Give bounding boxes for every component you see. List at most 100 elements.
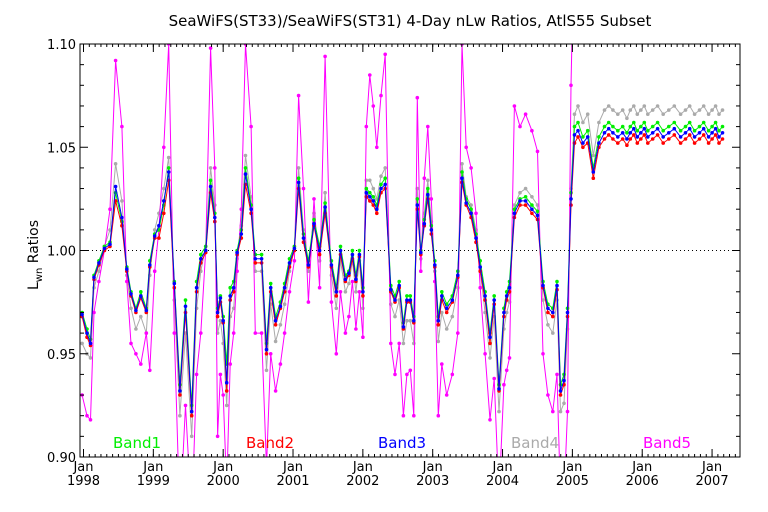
y-axis-label-L: L <box>26 282 42 290</box>
data-point-band3 <box>433 263 437 267</box>
data-point-band5 <box>287 290 292 294</box>
data-point-band3 <box>444 306 449 311</box>
data-point-band3 <box>450 298 455 302</box>
data-point-band3 <box>357 252 362 257</box>
series-band4 <box>80 104 725 439</box>
data-point-band5 <box>469 166 473 170</box>
data-point-band4 <box>343 290 348 294</box>
data-point-band5 <box>172 331 177 335</box>
data-point-band2 <box>551 314 555 319</box>
data-point-band5 <box>401 413 406 418</box>
series-band2 <box>80 133 725 418</box>
x-tick-month: Jan <box>352 460 373 475</box>
data-point-band2 <box>178 393 182 397</box>
data-point-band5 <box>555 372 559 377</box>
data-point-band2 <box>646 141 650 145</box>
data-point-band5 <box>265 466 269 470</box>
data-point-band4 <box>646 112 650 116</box>
data-point-band3 <box>323 205 327 209</box>
data-point-band4 <box>264 368 269 373</box>
data-point-band3 <box>364 190 369 195</box>
data-point-band2 <box>215 314 220 319</box>
data-point-band1 <box>597 135 601 139</box>
data-point-band3 <box>512 211 517 216</box>
data-point-band5 <box>426 124 430 129</box>
data-point-band3 <box>706 135 711 139</box>
data-point-band5 <box>569 83 573 88</box>
data-point-band4 <box>535 203 540 207</box>
data-point-band5 <box>312 197 316 201</box>
data-point-band3 <box>639 131 643 135</box>
data-point-band3 <box>208 184 213 189</box>
data-point-band3 <box>419 250 423 255</box>
data-point-band3 <box>504 294 509 298</box>
data-point-band3 <box>189 409 194 414</box>
data-point-band4 <box>273 339 278 344</box>
data-point-band3 <box>249 207 253 211</box>
data-point-band5 <box>507 356 512 360</box>
data-point-band3 <box>379 186 383 191</box>
data-point-band3 <box>259 257 264 261</box>
data-point-band3 <box>497 387 501 391</box>
data-point-band5 <box>450 372 455 377</box>
data-point-band5 <box>334 352 339 356</box>
data-point-band4 <box>426 178 430 183</box>
x-tick-month: Jan <box>492 460 513 475</box>
data-point-band5 <box>231 331 236 335</box>
data-point-band3 <box>354 277 358 282</box>
data-point-band3 <box>426 192 430 197</box>
x-tick-year: 1999 <box>137 474 170 489</box>
data-point-band5 <box>329 300 334 304</box>
data-point-band4 <box>88 356 93 360</box>
data-point-band3 <box>546 306 550 311</box>
data-point-band1 <box>710 124 714 129</box>
data-point-band5 <box>148 368 152 373</box>
data-point-band5 <box>412 413 416 418</box>
data-point-band4 <box>530 195 534 199</box>
data-point-band3 <box>606 126 611 131</box>
x-tick-year: 2002 <box>346 474 379 489</box>
data-point-band1 <box>460 170 464 174</box>
data-point-band4 <box>129 306 133 311</box>
data-point-band4 <box>650 108 655 112</box>
y-tick-label: 0.95 <box>47 348 76 363</box>
data-point-band3 <box>436 318 441 323</box>
data-point-band3 <box>235 250 239 255</box>
data-point-band4 <box>697 108 702 112</box>
data-point-band4 <box>278 323 283 327</box>
data-point-band4 <box>606 104 611 108</box>
data-point-band1 <box>625 131 629 135</box>
data-point-band4 <box>625 116 629 121</box>
data-point-band3 <box>129 292 133 296</box>
data-point-band4 <box>620 108 625 112</box>
data-point-band2 <box>632 133 636 137</box>
data-point-band4 <box>379 174 383 178</box>
data-point-band1 <box>628 124 633 129</box>
y-tick-label: 0.90 <box>47 451 76 466</box>
data-point-band5 <box>296 93 301 98</box>
data-point-band1 <box>350 248 355 253</box>
data-point-band5 <box>343 331 348 335</box>
data-point-band1 <box>701 120 706 125</box>
data-point-band3 <box>469 211 473 216</box>
data-point-band2 <box>253 261 258 265</box>
data-point-band2 <box>678 141 683 145</box>
data-point-band5 <box>456 331 460 335</box>
data-point-band3 <box>264 347 269 352</box>
data-point-band2 <box>717 141 721 145</box>
data-point-band1 <box>208 178 213 183</box>
x-tick-month: Jan <box>282 460 303 475</box>
data-point-band4 <box>628 108 633 112</box>
data-point-band1 <box>338 244 343 249</box>
data-point-band3 <box>440 294 444 298</box>
x-tick-month: Jan <box>701 460 722 475</box>
data-point-band3 <box>502 310 506 315</box>
data-point-band3 <box>301 236 306 240</box>
data-point-band4 <box>189 434 194 439</box>
data-point-band3 <box>343 277 348 282</box>
data-point-band2 <box>683 137 688 141</box>
data-point-band3 <box>642 126 647 131</box>
data-point-band5 <box>249 124 253 129</box>
data-point-band5 <box>221 393 225 397</box>
data-point-band4 <box>572 112 577 116</box>
